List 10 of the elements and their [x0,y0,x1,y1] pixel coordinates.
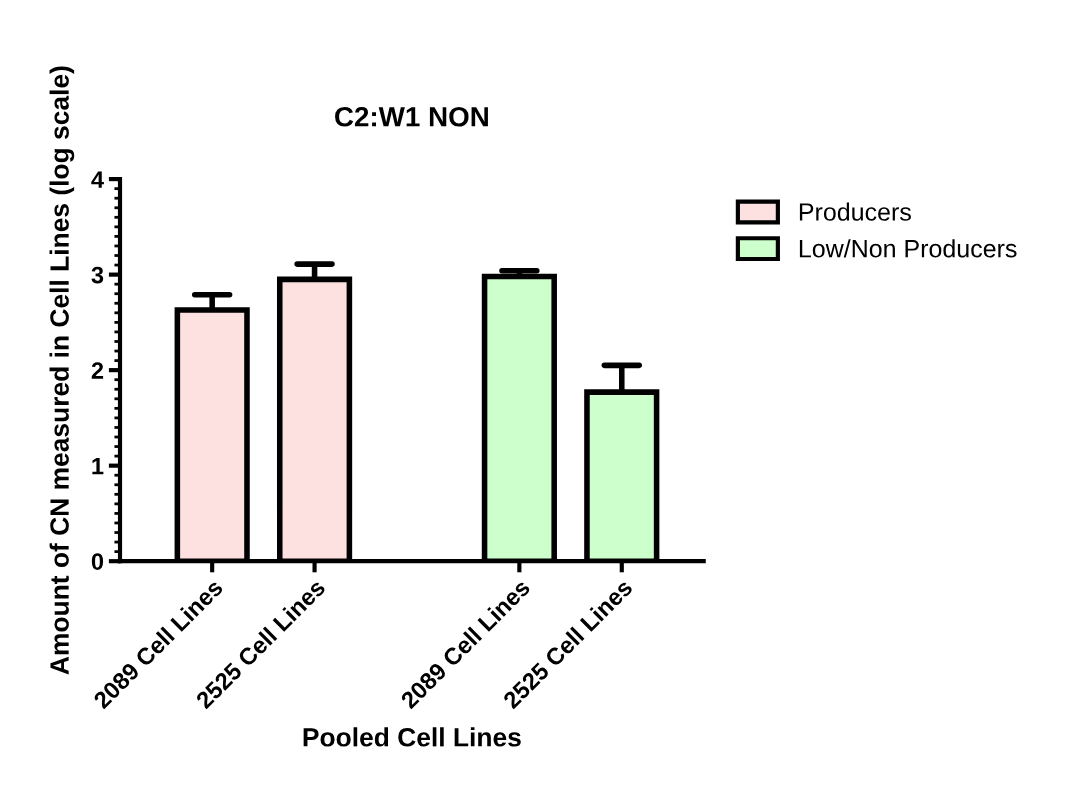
legend-label: Producers [799,202,911,221]
y-tick-label: 1 [92,457,104,475]
y-tick-label: 3 [91,266,104,284]
y-tick-label: 4 [91,171,104,188]
legend-label: Low/Non Producers [799,239,1017,258]
x-axis-title: Pooled Cell Lines [303,727,521,747]
y-axis-title: Amount of CN measured in Cell Lines (log scale) [49,66,75,675]
y-tick-label: 0 [91,553,104,570]
chart-title: C2:W1 NON [335,106,488,127]
y-tick-label: 2 [91,362,104,379]
